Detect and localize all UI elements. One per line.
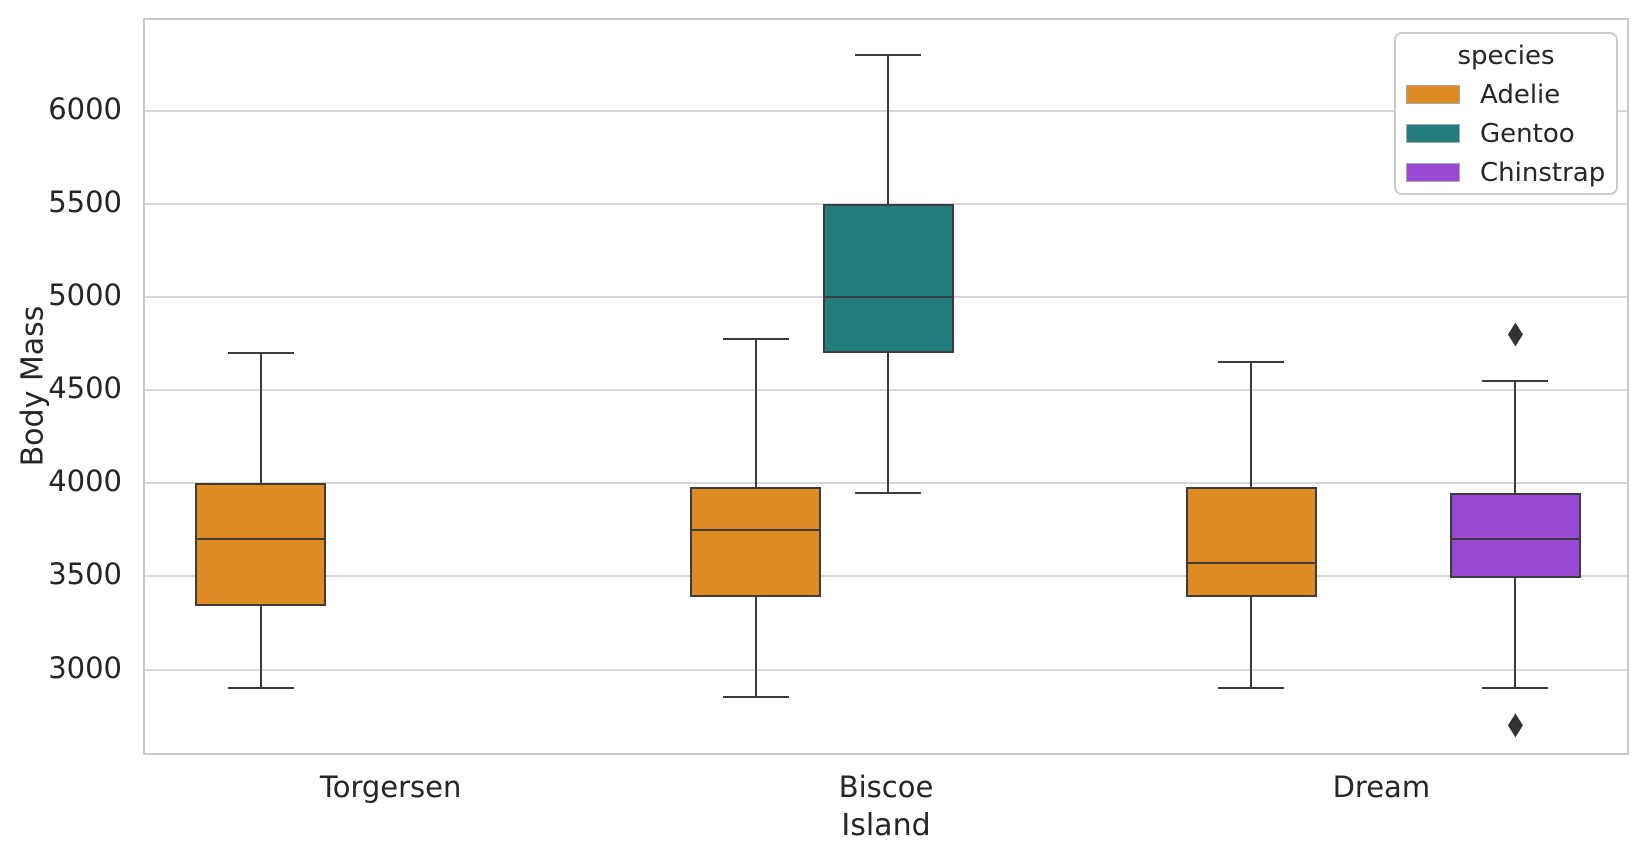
y-tick-label-3500: 3500 <box>48 557 122 592</box>
y-tick-label-3000: 3000 <box>48 650 122 685</box>
whisker-cap-low-chinstrap-dream <box>1482 687 1549 690</box>
outlier-diamond-chinstrap-dream-2700 <box>1507 713 1523 738</box>
box-adelie-dream <box>1185 487 1317 597</box>
whisker-cap-high-gentoo-biscoe <box>855 54 921 57</box>
y-tick-label-4000: 4000 <box>48 464 122 499</box>
y-tick-label-4500: 4500 <box>48 371 122 406</box>
whisker-cap-high-adelie-biscoe <box>722 338 789 341</box>
legend-label-gentoo: Gentoo <box>1480 118 1575 149</box>
y-tick-label-5000: 5000 <box>48 278 122 313</box>
legend-item-chinstrap: Chinstrap <box>1396 153 1616 192</box>
outlier-diamond-chinstrap-dream-4800 <box>1507 322 1523 347</box>
whisker-cap-low-adelie-dream <box>1218 687 1285 690</box>
legend-swatch-chinstrap <box>1406 163 1460 182</box>
legend-swatch-gentoo <box>1406 124 1460 143</box>
legend-item-adelie: Adelie <box>1396 75 1616 114</box>
gridline-4000 <box>145 482 1627 485</box>
legend: species Adelie Gentoo Chinstrap <box>1394 32 1618 195</box>
whisker-cap-high-adelie-dream <box>1218 361 1285 364</box>
whisker-cap-high-adelie-torgersen <box>227 352 294 355</box>
median-adelie-biscoe <box>690 528 822 531</box>
gridline-4500 <box>145 389 1627 392</box>
x-tick-label-dream: Dream <box>1332 770 1431 804</box>
whisker-cap-low-adelie-torgersen <box>227 687 294 690</box>
x-tick-label-torgersen: Torgersen <box>319 770 462 804</box>
median-chinstrap-dream <box>1449 538 1581 541</box>
whisker-cap-low-adelie-biscoe <box>722 696 789 699</box>
y-tick-label-5500: 5500 <box>48 185 122 220</box>
gridline-3000 <box>145 668 1627 671</box>
legend-label-chinstrap: Chinstrap <box>1480 157 1606 188</box>
legend-item-gentoo: Gentoo <box>1396 114 1616 153</box>
gridline-6000 <box>145 110 1627 113</box>
median-adelie-torgersen <box>195 538 327 541</box>
box-adelie-torgersen <box>195 483 327 607</box>
legend-swatch-adelie <box>1406 85 1460 104</box>
box-chinstrap-dream <box>1449 492 1581 579</box>
whisker-cap-low-gentoo-biscoe <box>855 491 921 494</box>
x-axis-label: Island <box>841 808 931 843</box>
y-tick-label-6000: 6000 <box>48 92 122 127</box>
x-tick-label-biscoe: Biscoe <box>838 770 934 804</box>
box-adelie-biscoe <box>690 487 822 597</box>
legend-items: Adelie Gentoo Chinstrap <box>1396 75 1616 192</box>
legend-title: species <box>1457 41 1555 71</box>
median-gentoo-biscoe <box>822 296 954 299</box>
box-gentoo-biscoe <box>822 204 954 354</box>
median-adelie-dream <box>1185 561 1317 564</box>
legend-label-adelie: Adelie <box>1480 79 1561 110</box>
whisker-cap-high-chinstrap-dream <box>1482 380 1549 383</box>
gridline-3500 <box>145 575 1627 578</box>
plot-area <box>143 18 1629 755</box>
